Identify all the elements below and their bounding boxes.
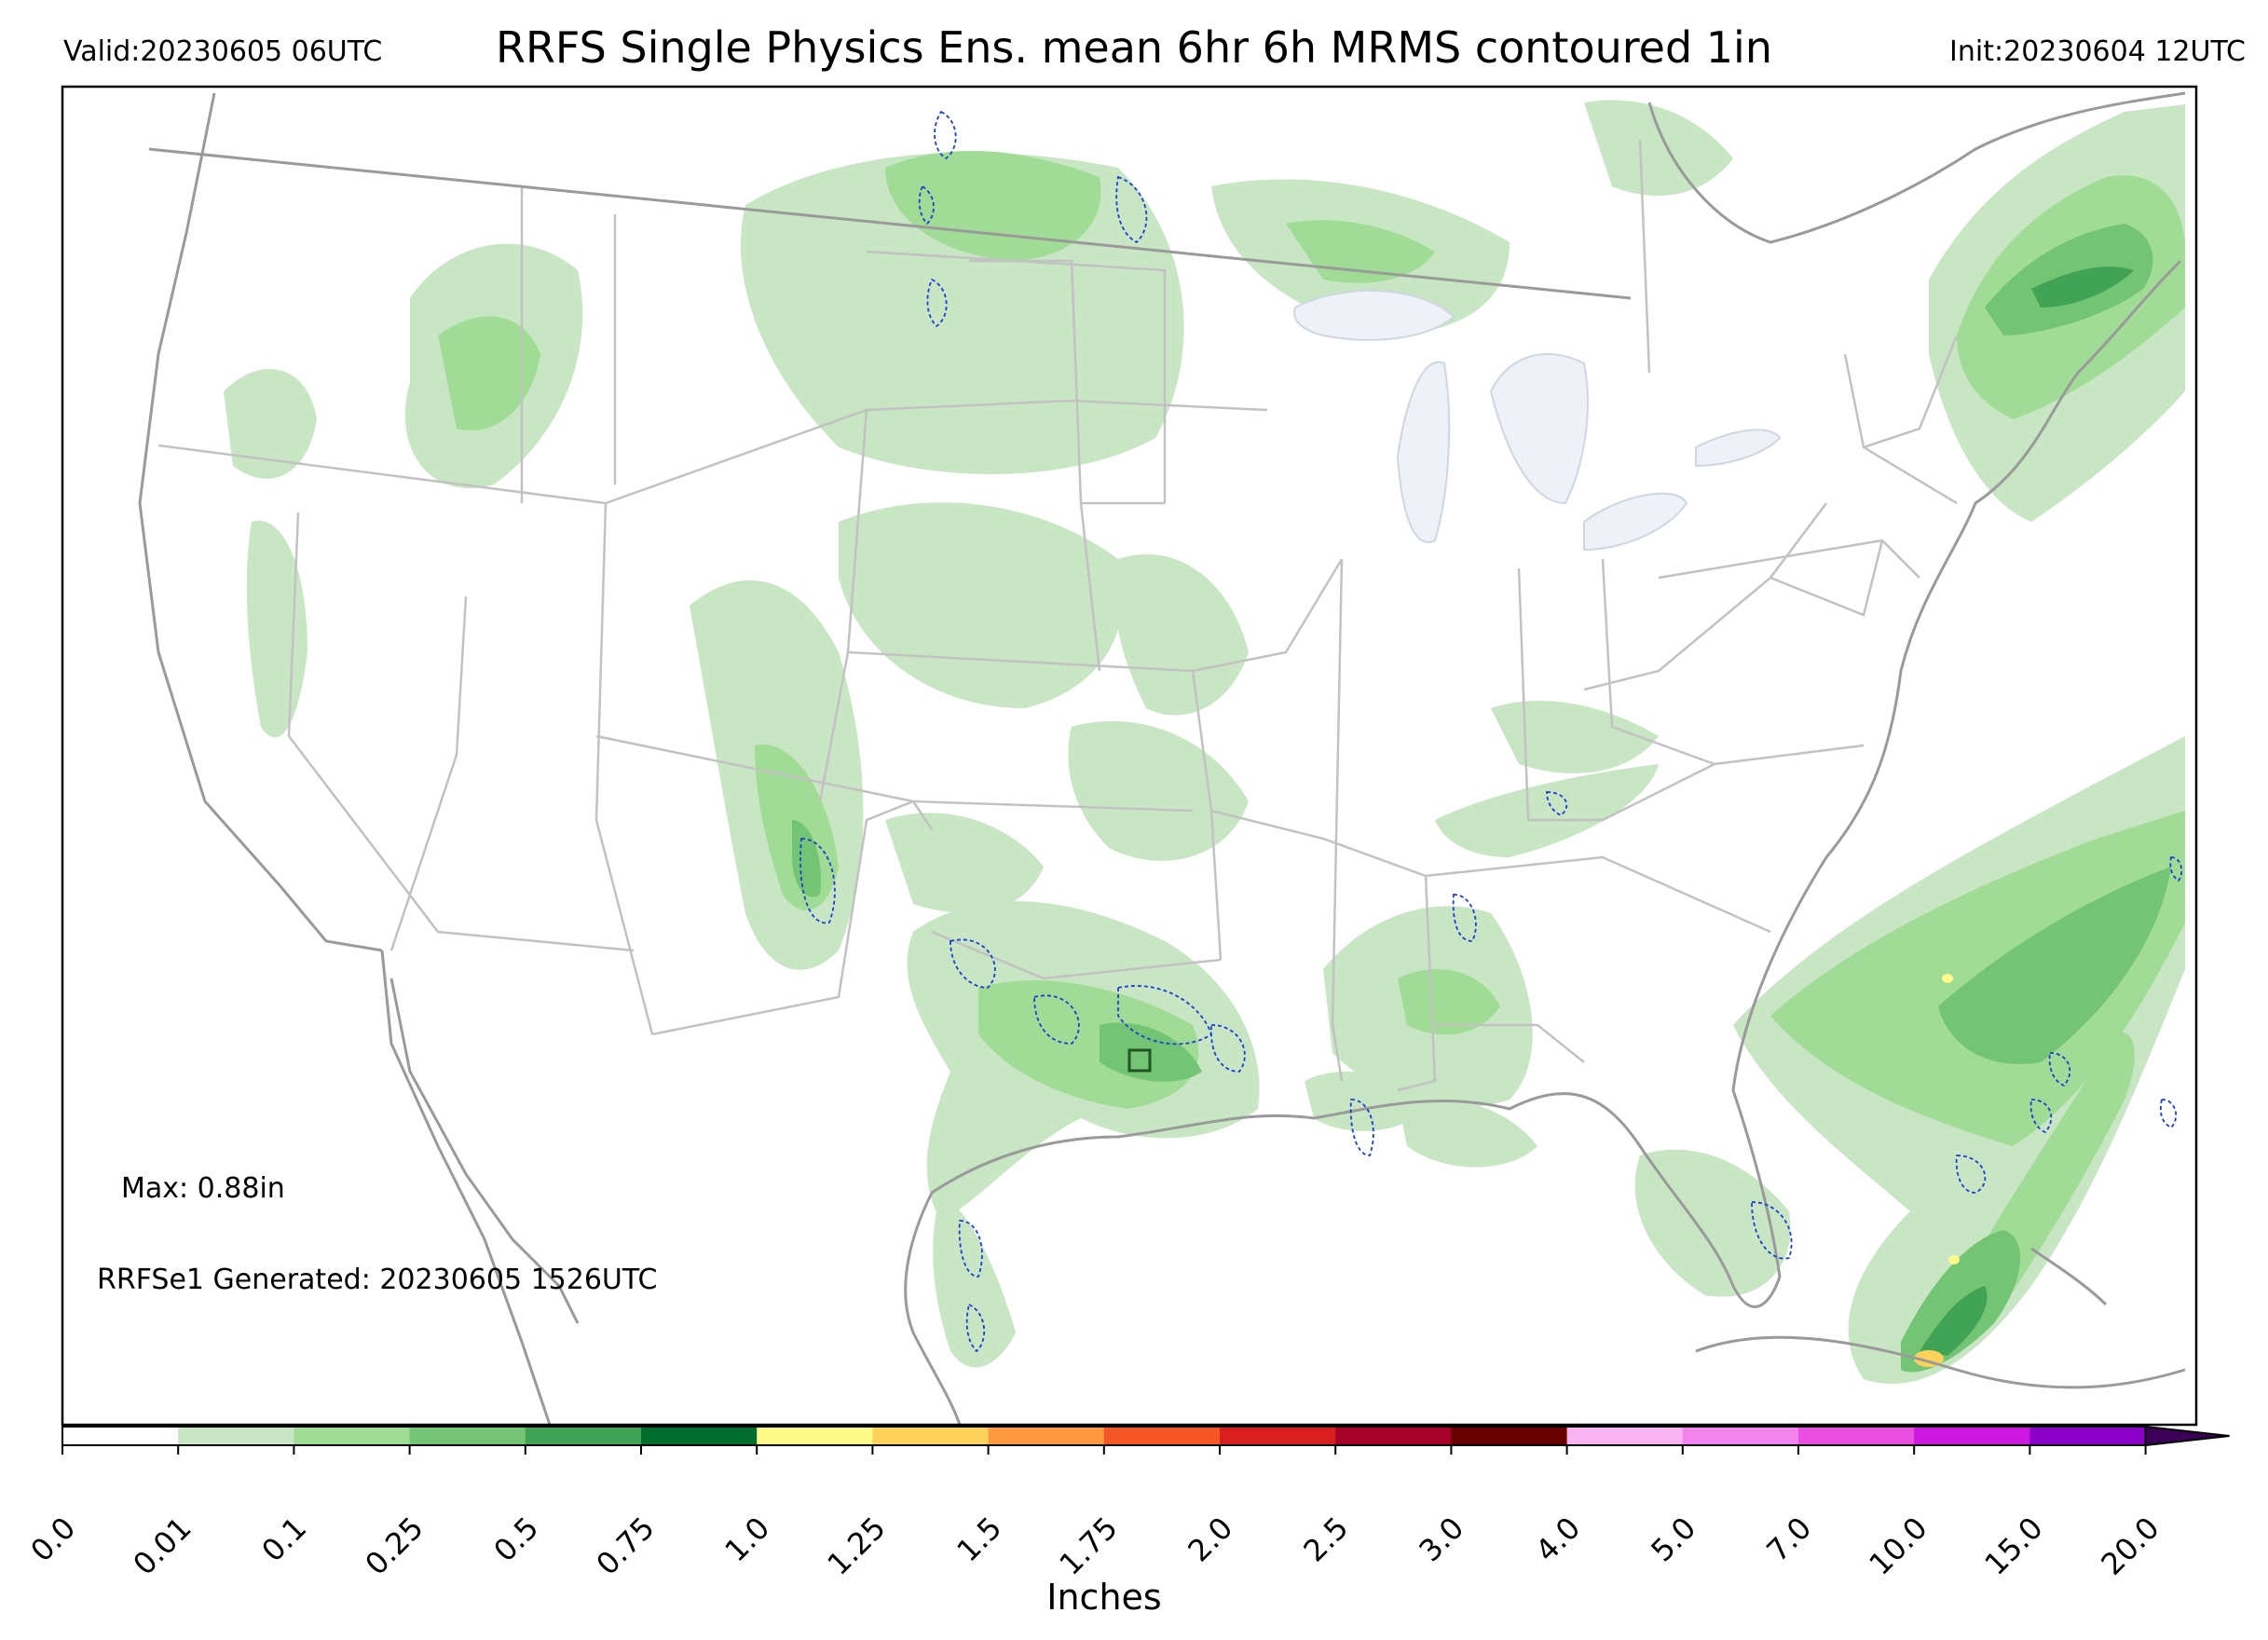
colorbar-swatch [1798,1427,1915,1445]
colorbar-swatch [988,1427,1105,1445]
colorbar-swatch [1451,1427,1568,1445]
max-location-box [1127,1048,1152,1073]
colorbar-swatch [1914,1427,2030,1445]
generated-label: RRFSe1 Generated: 20230605 1526UTC [97,1264,658,1296]
colorbar-swatch [1682,1427,1799,1445]
colorbar-swatch [525,1427,642,1445]
colorbar [61,1425,2230,1455]
great-lakes [1293,289,1782,552]
init-time: Init:20230604 12UTC [1949,35,2246,68]
colorbar-swatch [2029,1427,2147,1445]
colorbar-label: Inches [1046,1577,1162,1618]
map-frame [61,85,2198,1427]
colorbar-swatch [1566,1427,1684,1445]
state-borders [157,139,1959,1092]
valid-time: Valid:20230605 06UTC [63,35,383,68]
colorbar-swatch [641,1427,758,1445]
colorbar-swatch [1335,1427,1452,1445]
colorbar-swatch [294,1427,411,1445]
colorbar-swatch [1103,1427,1221,1445]
colorbar-swatch [1220,1427,1336,1445]
map-title: RRFS Single Physics Ens. mean 6hr 6h MRM… [496,22,1772,73]
max-value-label: Max: 0.88in [121,1172,285,1205]
colorbar-swatch [872,1427,990,1445]
colorbar-extend-arrow [2144,1425,2230,1447]
colorbar-swatch [409,1427,526,1445]
colorbar-swatch [62,1427,179,1445]
precip-shading [224,100,2185,1385]
coastline [138,91,2186,1425]
colorbar-swatch [757,1427,873,1445]
colorbar-swatch [178,1427,294,1445]
mrms-contours [799,110,2183,1353]
